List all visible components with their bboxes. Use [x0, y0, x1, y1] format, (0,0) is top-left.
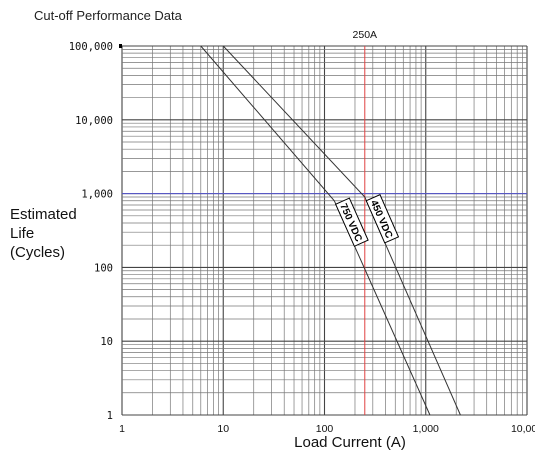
series-label-box: 450 VDC	[365, 194, 400, 244]
reference-line-label: 250A	[353, 29, 378, 41]
y-tick-label: 10	[100, 336, 113, 348]
y-tick-label: 1,000	[81, 189, 113, 201]
plot-grid	[121, 45, 528, 416]
series-label-frame	[334, 197, 369, 247]
series-line-450vdc	[222, 45, 461, 416]
series-line-750vdc	[200, 45, 431, 416]
x-tick-label: 1	[119, 423, 125, 435]
x-tick-label: 10,000	[511, 423, 535, 435]
x-tick-label: 100	[316, 423, 334, 435]
chart-title: Cut-off Performance Data	[34, 8, 183, 23]
x-tick-label: 1,000	[413, 423, 439, 435]
y-axis-label-line-1: Estimated	[10, 206, 77, 223]
series-label-frame	[365, 194, 400, 244]
x-tick-label: 10	[217, 423, 229, 435]
reference-lines: 250A	[122, 29, 527, 415]
x-axis-label: Load Current (A)	[294, 434, 406, 451]
y-tick-label: 100,000	[69, 41, 113, 53]
y-tick-label: 10,000	[75, 115, 113, 127]
y-axis-label-line-2: Life	[10, 225, 34, 242]
axis-origin-marker	[119, 44, 122, 48]
y-tick-label: 100	[94, 262, 113, 274]
y-tick-label: 1	[107, 410, 113, 422]
y-axis-label-line-3: (Cycles)	[10, 244, 65, 261]
axis-ticks: 1 10 100 1,000 10,000 1 10 100 1,000 10,000 100,00…	[69, 41, 535, 435]
